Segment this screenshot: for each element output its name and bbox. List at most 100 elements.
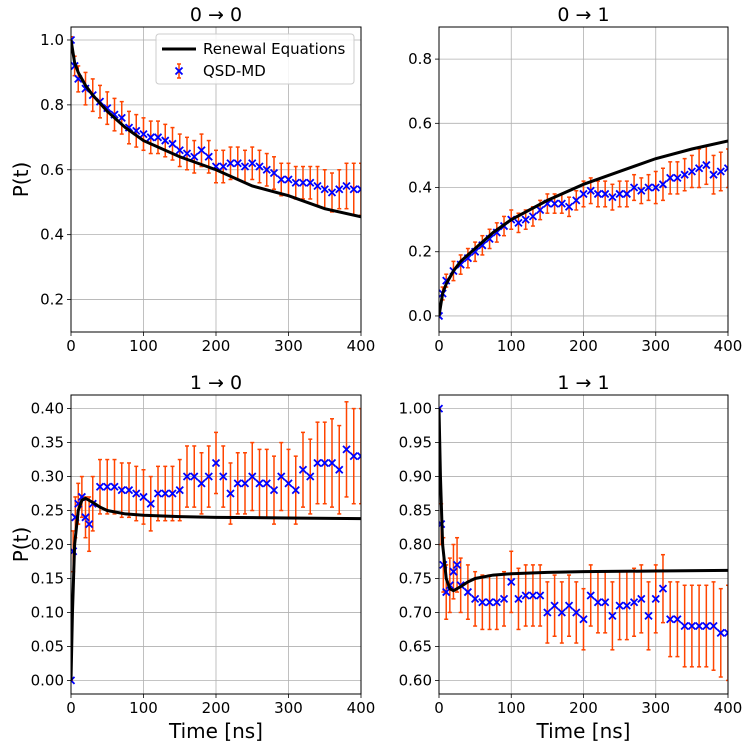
- data-point: [320, 185, 329, 194]
- y-tick-label: 0.25: [31, 502, 64, 520]
- data-point: [335, 185, 344, 194]
- data-point: [557, 199, 566, 208]
- data-point: [168, 139, 177, 148]
- x-tick-label: 300: [274, 699, 303, 717]
- x-tick-label: 400: [714, 337, 743, 355]
- data-point: [629, 183, 639, 192]
- plot-area: [439, 139, 728, 321]
- data-point: [651, 183, 660, 192]
- data-point: [666, 615, 675, 624]
- y-tick-label: 0.60: [399, 671, 432, 689]
- data-point: [528, 212, 538, 221]
- y-tick-label: 0.85: [399, 502, 432, 520]
- data-point: [284, 479, 293, 488]
- data-point: [439, 311, 444, 321]
- data-point: [564, 202, 574, 211]
- data-point: [723, 164, 728, 173]
- subplot-title: 1 → 1: [557, 372, 609, 394]
- data-point: [175, 485, 184, 495]
- renewal-line: [71, 496, 361, 681]
- data-point: [593, 598, 603, 607]
- data-point: [658, 180, 668, 189]
- y-tick-label: 0.0: [408, 307, 432, 325]
- y-tick-label: 0.6: [408, 114, 432, 132]
- data-point: [124, 485, 134, 495]
- data-point: [306, 178, 315, 187]
- data-point: [313, 458, 322, 468]
- legend-label: Renewal Equations: [203, 40, 346, 58]
- data-point: [161, 136, 170, 145]
- data-point: [298, 178, 308, 187]
- data-point: [204, 472, 213, 481]
- data-point: [637, 186, 646, 195]
- data-point: [81, 513, 90, 522]
- x-tick-label: 100: [129, 699, 158, 717]
- data-point: [291, 485, 300, 495]
- data-point: [579, 189, 588, 199]
- data-point: [320, 458, 329, 468]
- data-point: [716, 628, 725, 637]
- data-point: [709, 170, 718, 179]
- x-tick-label: 300: [641, 699, 670, 717]
- subplot-title: 0 → 0: [190, 4, 242, 26]
- x-tick-label: 0: [434, 337, 444, 355]
- data-point: [197, 146, 206, 155]
- subplot-1: 0 100 200 300 400 0.2 0.4 0.6 0.8 1.0 0 → 0 P(t) Ren…: [9, 4, 375, 355]
- data-point: [615, 601, 624, 610]
- renewal-line: [439, 139, 728, 317]
- data-point: [204, 152, 213, 161]
- x-axis-label: Time [ns]: [535, 719, 630, 743]
- subplot-2: 0 100 200 300 400 0.0 0.2 0.4 0.6 0.8 0 → 1: [408, 4, 742, 355]
- data-point: [139, 129, 148, 139]
- data-point: [651, 594, 660, 604]
- data-point: [132, 489, 141, 498]
- data-point: [356, 185, 361, 194]
- x-tick-label: 300: [274, 337, 303, 355]
- data-point: [277, 175, 286, 184]
- data-point: [680, 621, 689, 631]
- y-tick-label: 0.10: [31, 603, 64, 621]
- data-point: [673, 615, 682, 624]
- subplot-4: 0 100 200 300 400 0.60 0.65 0.70 0.75 0.80 0.85 0.9…: [399, 372, 743, 743]
- data-point: [233, 159, 242, 168]
- x-tick-label: 100: [497, 337, 526, 355]
- data-point: [463, 587, 473, 597]
- data-point: [608, 611, 617, 620]
- data-point: [485, 598, 494, 607]
- data-point: [507, 577, 516, 587]
- legend-marker-swatch: [174, 66, 184, 76]
- data-point: [449, 567, 458, 576]
- data-point: [478, 598, 487, 607]
- data-point: [521, 215, 530, 224]
- y-tick-label: 0.35: [31, 434, 64, 452]
- data-point: [103, 482, 112, 491]
- data-point: [528, 591, 538, 600]
- legend-box: [155, 33, 355, 85]
- data-point: [248, 472, 257, 481]
- data-point: [262, 479, 271, 488]
- x-tick-label: 300: [641, 337, 670, 355]
- y-tick-label: 0.2: [408, 243, 432, 261]
- data-point: [644, 611, 653, 620]
- data-point: [226, 489, 235, 498]
- data-point: [219, 472, 228, 481]
- data-point: [543, 608, 552, 617]
- x-tick-label: 400: [347, 337, 376, 355]
- y-axis-label: P(t): [9, 527, 33, 563]
- data-point: [349, 185, 358, 194]
- y-tick-label: 1.00: [399, 400, 432, 418]
- y-tick-label: 0.6: [40, 161, 64, 179]
- data-point: [694, 621, 704, 631]
- data-point: [71, 676, 76, 685]
- data-point: [327, 458, 337, 468]
- data-point: [572, 608, 581, 617]
- renewal-line: [439, 408, 728, 593]
- data-point: [680, 170, 689, 179]
- y-tick-label: 0.40: [31, 400, 64, 418]
- x-tick-label: 100: [497, 699, 526, 717]
- data-point: [702, 621, 711, 631]
- y-tick-label: 0.95: [399, 434, 432, 452]
- data-point: [269, 485, 279, 495]
